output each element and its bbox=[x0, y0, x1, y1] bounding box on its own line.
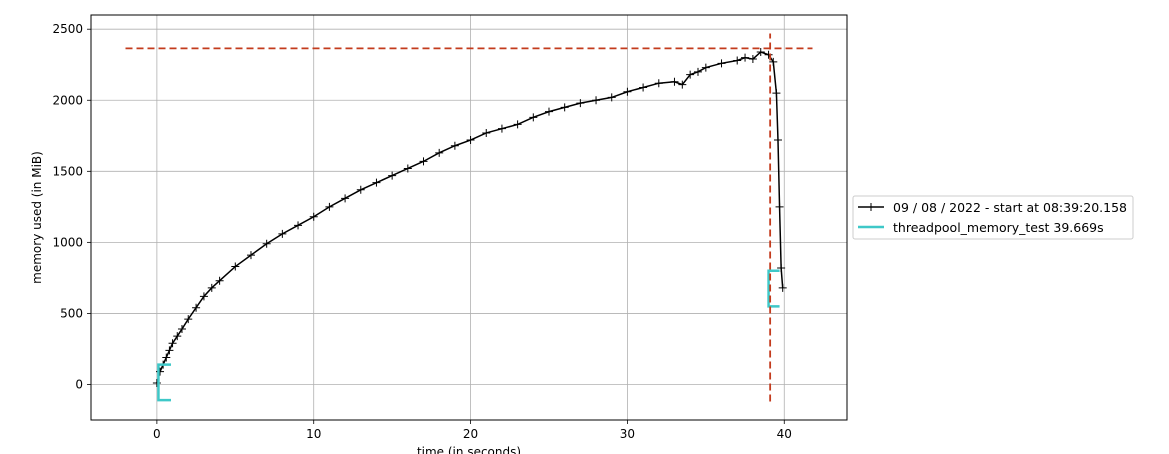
data-point-marker bbox=[678, 80, 687, 89]
legend-entry-memory-line: 09 / 08 / 2022 - start at 08:39:20.158 bbox=[858, 200, 1127, 215]
data-point-marker bbox=[576, 99, 585, 108]
data-point-marker bbox=[199, 292, 208, 301]
data-point-marker bbox=[168, 339, 177, 348]
data-point-marker bbox=[686, 70, 695, 79]
axis-ticks: 0 10 20 30 40 0 500 1000 1500 2000 2500 bbox=[52, 22, 791, 441]
grid-lines bbox=[91, 15, 847, 420]
series-layer bbox=[152, 47, 787, 402]
x-tick-label: 0 bbox=[153, 427, 161, 441]
data-point-marker bbox=[262, 239, 271, 248]
data-point-marker bbox=[769, 57, 778, 66]
data-point-marker bbox=[192, 303, 201, 312]
data-point-marker bbox=[777, 263, 786, 272]
data-point-marker bbox=[403, 164, 412, 173]
legend: 09 / 08 / 2022 - start at 08:39:20.158 t… bbox=[852, 195, 1134, 240]
data-point-marker bbox=[741, 53, 750, 62]
data-point-marker bbox=[325, 202, 334, 211]
y-tick-label: 1500 bbox=[52, 164, 83, 178]
data-point-marker bbox=[372, 178, 381, 187]
data-point-marker bbox=[466, 136, 475, 145]
data-point-marker bbox=[773, 136, 782, 145]
data-point-marker bbox=[772, 89, 781, 98]
data-point-marker bbox=[177, 325, 186, 334]
data-point-marker bbox=[513, 120, 522, 129]
data-point-marker bbox=[278, 229, 287, 238]
x-tick-label: 20 bbox=[463, 427, 478, 441]
data-point-marker bbox=[733, 56, 742, 65]
plot-frame bbox=[90, 14, 848, 421]
data-point-marker bbox=[778, 283, 787, 292]
data-point-marker bbox=[207, 283, 216, 292]
data-point-marker bbox=[341, 194, 350, 203]
data-point-marker bbox=[356, 185, 365, 194]
function-bracket bbox=[157, 363, 171, 402]
data-point-marker bbox=[654, 79, 663, 88]
data-point-marker bbox=[173, 332, 182, 341]
legend-marker-plus bbox=[867, 203, 875, 211]
y-tick-label: 0 bbox=[75, 377, 83, 391]
data-point-marker bbox=[701, 63, 710, 72]
x-tick-label: 40 bbox=[777, 427, 792, 441]
reference-lines bbox=[125, 33, 813, 402]
legend-box bbox=[852, 195, 1134, 240]
x-axis-label: time (in seconds) bbox=[417, 445, 521, 454]
x-tick-label: 10 bbox=[306, 427, 321, 441]
data-point-marker bbox=[693, 67, 702, 76]
data-point-marker bbox=[388, 171, 397, 180]
data-point-marker bbox=[756, 47, 765, 56]
data-point-marker bbox=[560, 103, 569, 112]
data-point-marker bbox=[717, 59, 726, 68]
memory-usage-line bbox=[156, 51, 784, 384]
legend-label-memory-line: 09 / 08 / 2022 - start at 08:39:20.158 bbox=[893, 200, 1127, 215]
data-point-marker bbox=[592, 96, 601, 105]
y-tick-label: 1000 bbox=[52, 235, 83, 249]
y-tick-label: 500 bbox=[60, 306, 83, 320]
data-point-marker bbox=[309, 212, 318, 221]
data-point-marker bbox=[639, 83, 648, 92]
data-point-marker bbox=[775, 202, 784, 211]
data-point-marker bbox=[497, 124, 506, 133]
data-point-marker bbox=[162, 353, 171, 362]
data-point-marker bbox=[544, 107, 553, 116]
legend-label-function-marker: threadpool_memory_test 39.669s bbox=[893, 220, 1104, 235]
data-point-marker bbox=[607, 93, 616, 102]
data-point-marker bbox=[529, 113, 538, 122]
legend-entry-function-marker: threadpool_memory_test 39.669s bbox=[858, 220, 1104, 235]
data-point-marker bbox=[748, 55, 757, 64]
data-point-marker bbox=[215, 276, 224, 285]
y-axis-label: memory used (in MiB) bbox=[30, 151, 44, 284]
data-point-marker bbox=[482, 128, 491, 137]
x-tick-label: 30 bbox=[620, 427, 635, 441]
data-point-marker bbox=[435, 148, 444, 157]
data-point-marker bbox=[450, 141, 459, 150]
data-point-marker bbox=[670, 77, 679, 86]
function-bracket bbox=[767, 269, 780, 308]
y-tick-label: 2500 bbox=[52, 22, 83, 36]
data-point-marker bbox=[231, 262, 240, 271]
y-tick-label: 2000 bbox=[52, 93, 83, 107]
data-point-marker bbox=[294, 221, 303, 230]
data-point-marker bbox=[623, 87, 632, 96]
data-point-marker bbox=[419, 157, 428, 166]
data-point-marker bbox=[184, 315, 193, 324]
data-point-marker bbox=[246, 251, 255, 260]
data-point-marker bbox=[764, 50, 773, 59]
data-point-marker bbox=[165, 346, 174, 355]
